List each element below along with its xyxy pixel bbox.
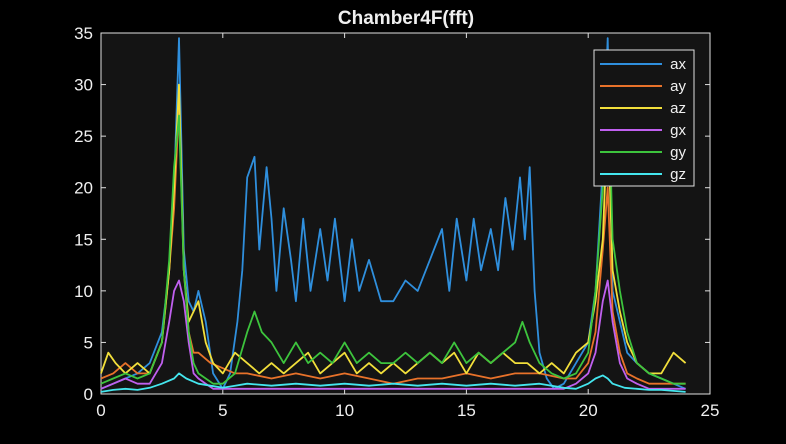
x-tick-label: 25 — [701, 401, 720, 420]
y-tick-label: 10 — [74, 282, 93, 301]
x-tick-label: 0 — [96, 401, 105, 420]
y-tick-label: 30 — [74, 76, 93, 95]
y-tick-label: 0 — [84, 385, 93, 404]
y-axis: 0 5 10 15 20 25 30 35 — [74, 24, 710, 404]
series-line-ay — [100, 104, 686, 385]
chart-title: Chamber4F(fft) — [338, 8, 474, 29]
x-axis: 0 5 10 15 20 25 — [96, 33, 719, 420]
series-line-gz — [100, 372, 686, 393]
legend-label-gx: gx — [670, 122, 686, 139]
y-tick-label: 25 — [74, 127, 93, 146]
series-line-gx — [100, 279, 686, 390]
x-tick-label: 10 — [335, 401, 354, 420]
legend-label-ay: ay — [670, 78, 686, 95]
y-tick-label: 5 — [84, 333, 93, 352]
x-tick-label: 20 — [579, 401, 598, 420]
legend-label-gy: gy — [670, 144, 686, 161]
legend-label-ax: ax — [670, 56, 686, 73]
legend-box — [593, 49, 695, 187]
legend-label-gz: gz — [670, 166, 686, 183]
y-tick-label: 20 — [74, 179, 93, 198]
legend-label-az: az — [670, 100, 686, 117]
y-tick-label: 15 — [74, 230, 93, 249]
series-line-ax — [100, 37, 686, 390]
series-lines — [100, 37, 687, 393]
x-tick-label: 5 — [218, 401, 227, 420]
series-line-gy — [100, 52, 686, 385]
y-tick-label: 35 — [74, 24, 93, 43]
x-tick-label: 15 — [457, 401, 476, 420]
legend: ax ay az gx gy gz — [593, 49, 695, 187]
